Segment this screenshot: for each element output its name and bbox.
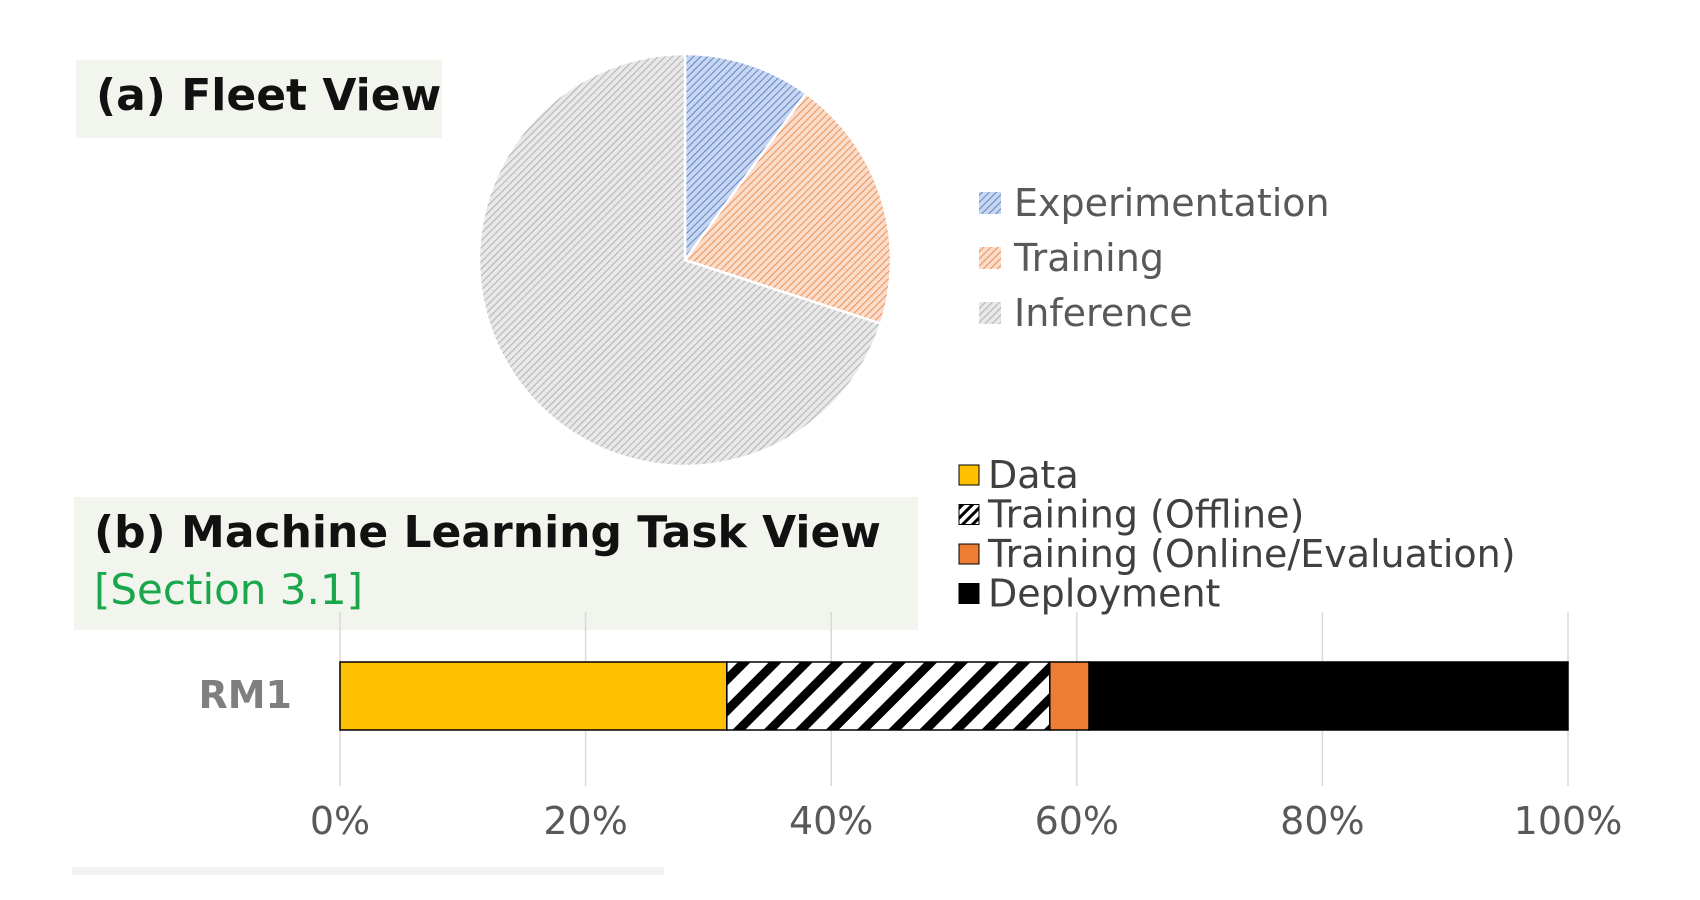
bar-legend-label-data: Data [988, 453, 1079, 497]
pie-legend-label-inference: Inference [1014, 291, 1193, 335]
bar-segment-deployment [1088, 661, 1569, 731]
x-tick-label: 40% [789, 799, 873, 843]
x-tick-label: 0% [310, 799, 370, 843]
stacked-bar-chart: 0% 20% 40% 60% 80% 100% RM1 [198, 612, 1622, 843]
task-view-title: (b) Machine Learning Task View [94, 507, 881, 558]
pie-legend-swatch-training [979, 247, 1001, 269]
divider [72, 867, 664, 875]
x-tick-label: 100% [1514, 799, 1623, 843]
pie-legend-swatch-experimentation [979, 192, 1001, 214]
bar-legend-label-training-offline: Training (Offline) [987, 493, 1304, 537]
pie-slice-training [682, 91, 893, 326]
bar-legend-label-training-online-evaluation: Training (Online/Evaluation) [987, 532, 1516, 576]
task-view-title-box: (b) Machine Learning Task View [Section … [74, 497, 918, 630]
pie-legend-label-experimentation: Experimentation [1014, 181, 1330, 225]
bar-legend-swatch-training-online-evaluation [958, 543, 980, 565]
bar-segment-training-offline [726, 661, 1051, 731]
pie-slice-inference [477, 52, 883, 468]
bar-legend-label-deployment: Deployment [988, 572, 1220, 616]
pie-legend: Experimentation Training Inference [979, 181, 1330, 335]
bar-legend-swatch-deployment [958, 583, 980, 604]
bar-legend-swatch-data [958, 464, 980, 486]
pie-legend-swatch-inference [979, 302, 1001, 324]
section-reference-link[interactable]: [Section 3.1] [94, 565, 363, 614]
pie-chart [477, 52, 893, 468]
pie-legend-label-training: Training [1013, 236, 1164, 280]
fleet-view-title: (a) Fleet View [96, 70, 442, 121]
fleet-view-title-box: (a) Fleet View [76, 60, 442, 138]
category-label-rm1: RM1 [198, 673, 292, 717]
x-tick-label: 20% [543, 799, 627, 843]
x-tick-label: 60% [1035, 799, 1119, 843]
bar-segment-training-online-evaluation [1049, 661, 1090, 731]
pie-slice-experimentation [683, 52, 808, 264]
x-tick-label: 80% [1280, 799, 1364, 843]
bar-legend-swatch-training-offline [958, 504, 980, 525]
bar-segment-data [339, 661, 728, 731]
